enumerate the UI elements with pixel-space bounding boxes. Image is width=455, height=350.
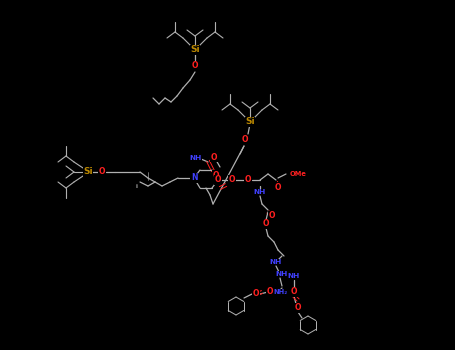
- Text: N: N: [191, 174, 197, 182]
- Text: NH: NH: [254, 189, 266, 195]
- Text: O: O: [295, 303, 301, 313]
- Text: Si: Si: [190, 46, 200, 55]
- Text: O: O: [213, 170, 219, 180]
- Text: OMe: OMe: [290, 171, 307, 177]
- Text: N: N: [191, 174, 197, 182]
- Text: O: O: [267, 287, 273, 296]
- Text: NH: NH: [288, 273, 300, 279]
- Text: O: O: [211, 153, 217, 161]
- Text: O: O: [291, 287, 297, 296]
- Text: O: O: [192, 62, 198, 70]
- Text: NH: NH: [190, 155, 202, 161]
- Text: O: O: [245, 175, 251, 184]
- Text: O: O: [275, 182, 281, 191]
- Text: O: O: [263, 219, 269, 229]
- Text: NH: NH: [270, 259, 282, 265]
- Text: O: O: [99, 168, 105, 176]
- Text: O: O: [229, 175, 235, 184]
- Text: O: O: [215, 175, 221, 184]
- Text: NH: NH: [276, 271, 288, 277]
- Text: Si: Si: [83, 168, 93, 176]
- Text: O: O: [242, 135, 248, 145]
- Text: Si: Si: [245, 118, 255, 126]
- Text: NH₂: NH₂: [273, 289, 287, 295]
- Text: i: i: [135, 184, 137, 189]
- Text: O: O: [253, 289, 259, 299]
- Text: O: O: [269, 211, 275, 220]
